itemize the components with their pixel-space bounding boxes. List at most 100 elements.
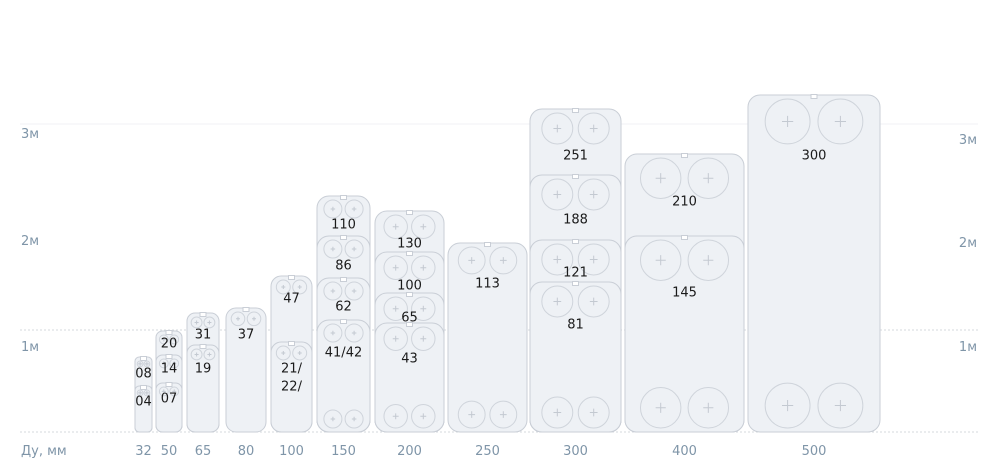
port [383,214,408,239]
port-cross [351,330,357,336]
port [136,389,144,397]
notch [165,354,173,359]
port-cross [172,389,177,394]
plate-label: 110 [331,218,356,233]
plate-label: 65 [401,311,418,326]
port [639,239,682,281]
port [344,199,364,219]
y-label: 3м [959,133,977,148]
plate [374,322,445,433]
x-axis-label: Ду, мм [21,444,67,459]
plate-label: 81 [567,318,584,333]
port-cross [420,223,427,230]
port [411,404,436,429]
port [541,243,574,276]
port-cross [420,335,427,342]
port-cross [420,305,427,312]
port [687,387,730,429]
notch [572,108,579,113]
notch [340,277,347,282]
port [275,345,291,361]
port-cross [194,352,199,357]
port-cross [589,408,598,417]
dn-label: 65 [195,444,212,459]
port [817,382,864,429]
dn-label: 80 [238,444,255,459]
port [344,323,364,343]
port-cross [161,361,166,366]
port [489,400,518,429]
port [383,255,408,280]
port-cross [330,416,336,422]
port [411,326,436,351]
port-cross [703,255,714,266]
plate-label: 62 [335,300,352,315]
port-cross [161,337,166,342]
plate-label: 20 [161,337,178,352]
plate-label: 21/ [281,362,303,377]
port [323,281,343,301]
port [411,255,436,280]
port-cross [392,335,399,342]
port-cross [553,297,562,306]
port [541,112,574,145]
plate-label: 14 [161,362,178,377]
plate-label: 43 [401,352,418,367]
notch [572,174,579,179]
port-cross [281,284,286,289]
port [577,178,610,211]
port-cross [138,390,143,395]
port [489,246,518,275]
notch [340,235,347,240]
notch [288,275,295,280]
port [577,396,610,429]
notch [199,344,207,349]
port [344,409,364,429]
plate-label: 145 [672,286,697,301]
port-cross [138,361,143,366]
port [764,382,811,429]
notch [406,322,413,327]
port [158,334,169,345]
y-label: 3м [21,127,39,142]
plate-label: 100 [397,279,422,294]
plate [447,242,528,433]
plate-label: 37 [238,328,255,343]
port-cross [392,223,399,230]
notch [572,281,579,286]
port-cross [589,297,598,306]
port [323,199,343,219]
port [411,214,436,239]
port-cross [420,413,427,420]
port-cross [144,390,149,395]
plate [624,235,745,433]
plate-label: 08 [135,367,152,382]
port-cross [589,124,598,133]
port-cross [330,330,336,336]
port [323,323,343,343]
dn-label: 50 [161,444,178,459]
notch [340,319,347,324]
port [203,348,216,361]
port [457,400,486,429]
notch [484,242,491,247]
port-cross [207,352,212,357]
port [383,296,408,321]
notch [140,385,147,390]
notch [288,341,295,346]
plate-label: 07 [161,392,178,407]
notch [681,235,688,240]
port [158,358,169,369]
notch [406,210,413,215]
port-cross [553,190,562,199]
port-cross [351,288,357,294]
notch [140,356,147,361]
port [190,316,203,329]
port-cross [207,320,212,325]
plate [747,94,881,433]
port-cross [834,399,847,412]
port-cross [281,350,286,355]
dn-label: 150 [331,444,356,459]
port-cross [236,316,240,321]
y-label: 1м [21,340,39,355]
